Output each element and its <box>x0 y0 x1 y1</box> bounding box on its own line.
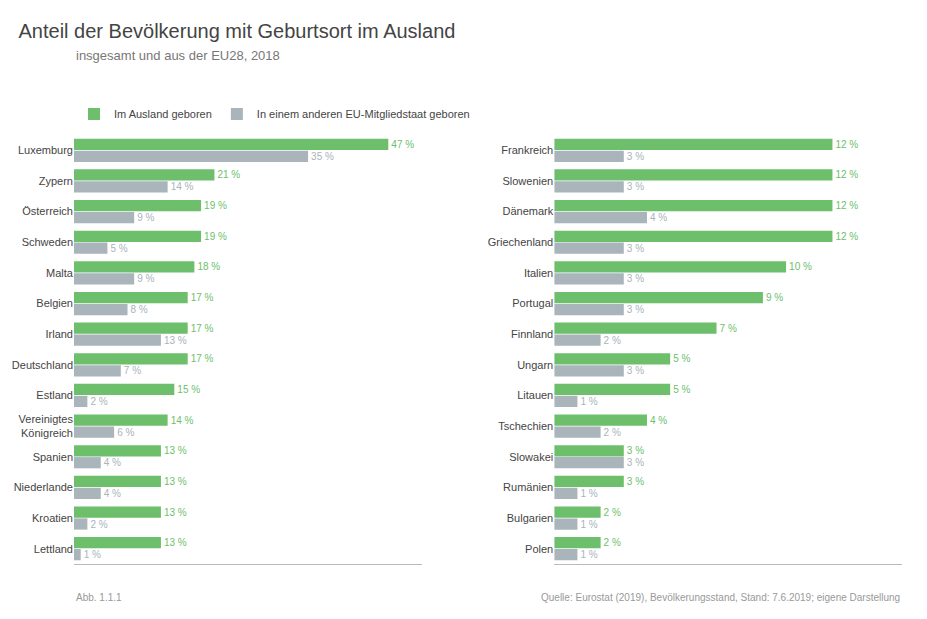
svg-text:15 %: 15 % <box>177 384 200 395</box>
svg-text:Bulgarien: Bulgarien <box>507 512 553 524</box>
svg-text:1 %: 1 % <box>580 519 597 530</box>
svg-text:insgesamt und aus der EU28, 20: insgesamt und aus der EU28, 2018 <box>76 48 280 63</box>
svg-text:Im Ausland geboren: Im Ausland geboren <box>114 108 212 120</box>
svg-text:Slowakei: Slowakei <box>509 451 553 463</box>
svg-text:19 %: 19 % <box>204 200 227 211</box>
svg-text:2 %: 2 % <box>604 537 621 548</box>
svg-text:9 %: 9 % <box>766 292 783 303</box>
svg-text:3 %: 3 % <box>627 457 644 468</box>
svg-text:13 %: 13 % <box>164 537 187 548</box>
svg-text:In einem anderen EU-Mitgliedst: In einem anderen EU-Mitgliedstaat gebore… <box>257 108 470 120</box>
svg-text:3 %: 3 % <box>627 304 644 315</box>
svg-text:VereinigtesKönigreich: VereinigtesKönigreich <box>19 413 74 439</box>
svg-text:5 %: 5 % <box>673 384 690 395</box>
svg-text:19 %: 19 % <box>204 231 227 242</box>
svg-text:Lettland: Lettland <box>34 543 73 555</box>
svg-text:Griechenland: Griechenland <box>488 236 553 248</box>
svg-text:35 %: 35 % <box>311 151 334 162</box>
svg-text:Quelle: Eurostat (2019), Bevöl: Quelle: Eurostat (2019), Bevölkerungssta… <box>541 592 900 603</box>
svg-text:12 %: 12 % <box>835 169 858 180</box>
svg-text:2 %: 2 % <box>90 396 107 407</box>
svg-text:5 %: 5 % <box>110 243 127 254</box>
svg-text:4 %: 4 % <box>650 212 667 223</box>
svg-text:1 %: 1 % <box>84 549 101 560</box>
svg-text:2 %: 2 % <box>604 335 621 346</box>
svg-text:17 %: 17 % <box>191 323 214 334</box>
svg-text:14 %: 14 % <box>171 181 194 192</box>
svg-text:10 %: 10 % <box>789 261 812 272</box>
svg-text:Estland: Estland <box>36 389 73 401</box>
svg-text:13 %: 13 % <box>164 445 187 456</box>
svg-text:12 %: 12 % <box>835 200 858 211</box>
svg-text:Polen: Polen <box>525 543 553 555</box>
svg-text:3 %: 3 % <box>627 151 644 162</box>
svg-text:12 %: 12 % <box>835 139 858 150</box>
svg-text:Ungarn: Ungarn <box>517 359 553 371</box>
svg-text:Tschechien: Tschechien <box>498 420 553 432</box>
svg-text:1 %: 1 % <box>580 549 597 560</box>
svg-text:47 %: 47 % <box>391 139 414 150</box>
svg-text:3 %: 3 % <box>627 365 644 376</box>
svg-text:Portugal: Portugal <box>512 297 553 309</box>
svg-text:14 %: 14 % <box>171 415 194 426</box>
svg-text:Anteil der Bevölkerung mit Geb: Anteil der Bevölkerung mit Geburtsort im… <box>19 20 456 42</box>
svg-text:Malta: Malta <box>46 267 74 279</box>
svg-text:13 %: 13 % <box>164 476 187 487</box>
svg-text:4 %: 4 % <box>104 457 121 468</box>
svg-text:1 %: 1 % <box>580 396 597 407</box>
svg-text:3 %: 3 % <box>627 181 644 192</box>
svg-text:Frankreich: Frankreich <box>501 144 553 156</box>
svg-text:Kroatien: Kroatien <box>32 512 73 524</box>
svg-text:4 %: 4 % <box>104 488 121 499</box>
svg-text:12 %: 12 % <box>835 231 858 242</box>
svg-text:1 %: 1 % <box>580 488 597 499</box>
svg-text:Luxemburg: Luxemburg <box>18 144 73 156</box>
svg-text:9 %: 9 % <box>137 212 154 223</box>
svg-text:Belgien: Belgien <box>36 297 73 309</box>
svg-text:7 %: 7 % <box>124 365 141 376</box>
svg-text:Italien: Italien <box>524 267 553 279</box>
svg-text:Finnland: Finnland <box>511 328 553 340</box>
svg-text:18 %: 18 % <box>197 261 220 272</box>
svg-text:2 %: 2 % <box>604 427 621 438</box>
svg-text:Rumänien: Rumänien <box>503 481 553 493</box>
svg-text:7 %: 7 % <box>720 323 737 334</box>
svg-text:17 %: 17 % <box>191 292 214 303</box>
svg-text:2 %: 2 % <box>90 519 107 530</box>
svg-text:Zypern: Zypern <box>39 175 73 187</box>
svg-text:Dänemark: Dänemark <box>502 205 553 217</box>
svg-text:6 %: 6 % <box>117 427 134 438</box>
svg-text:5 %: 5 % <box>673 353 690 364</box>
svg-text:8 %: 8 % <box>131 304 148 315</box>
svg-text:9 %: 9 % <box>137 273 154 284</box>
svg-text:Niederlande: Niederlande <box>14 481 73 493</box>
svg-text:13 %: 13 % <box>164 335 187 346</box>
svg-text:Österreich: Österreich <box>22 205 73 217</box>
svg-text:3 %: 3 % <box>627 445 644 456</box>
svg-text:3 %: 3 % <box>627 476 644 487</box>
svg-text:Deutschland: Deutschland <box>12 359 73 371</box>
svg-text:3 %: 3 % <box>627 273 644 284</box>
svg-text:13 %: 13 % <box>164 507 187 518</box>
svg-text:4 %: 4 % <box>650 415 667 426</box>
svg-text:3 %: 3 % <box>627 243 644 254</box>
svg-text:Spanien: Spanien <box>33 451 73 463</box>
svg-text:Schweden: Schweden <box>22 236 73 248</box>
svg-text:21 %: 21 % <box>217 169 240 180</box>
svg-text:Irland: Irland <box>45 328 73 340</box>
svg-text:Abb. 1.1.1: Abb. 1.1.1 <box>76 592 122 603</box>
svg-text:Slowenien: Slowenien <box>502 175 553 187</box>
svg-text:17 %: 17 % <box>191 353 214 364</box>
svg-text:Litauen: Litauen <box>517 389 553 401</box>
svg-text:2 %: 2 % <box>604 507 621 518</box>
